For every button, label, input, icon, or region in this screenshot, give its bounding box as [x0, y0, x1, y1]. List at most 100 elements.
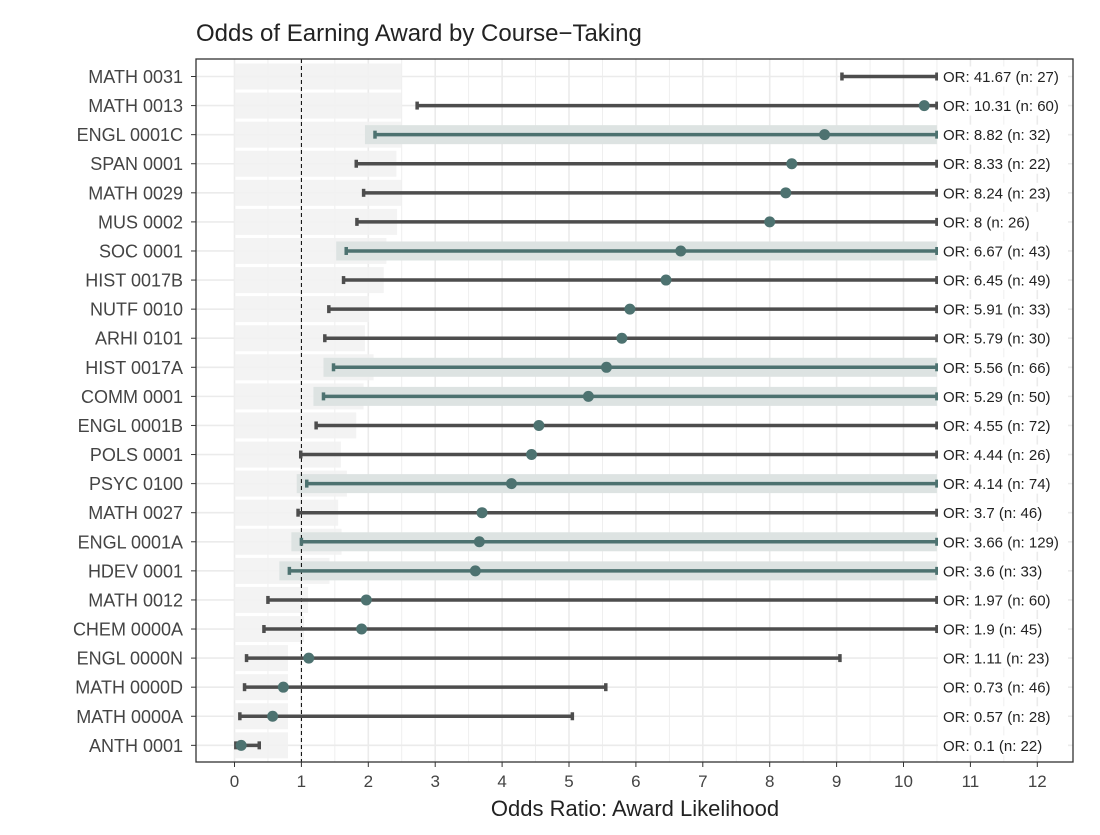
or-label-bg	[938, 328, 1068, 349]
or-point	[505, 478, 517, 490]
course-label: MATH 0013	[88, 96, 183, 116]
or-label: OR: 5.79 (n: 30)	[943, 331, 1051, 348]
or-label-bg	[938, 357, 1068, 378]
or-label-bg	[938, 153, 1068, 174]
x-tick-label: 4	[497, 772, 506, 791]
or-point	[660, 274, 672, 286]
or-point	[780, 187, 792, 199]
or-label-bg	[938, 677, 1068, 698]
or-label: OR: 6.67 (n: 43)	[943, 243, 1051, 260]
or-point	[582, 390, 594, 402]
plot-border	[195, 58, 1074, 763]
or-label-bg	[938, 66, 1068, 87]
or-label: OR: 0.73 (n: 46)	[943, 680, 1051, 697]
or-point	[918, 100, 930, 112]
or-label: OR: 0.57 (n: 28)	[943, 709, 1051, 726]
or-label: OR: 1.11 (n: 23)	[943, 651, 1049, 668]
or-label: OR: 6.45 (n: 49)	[943, 273, 1051, 290]
course-label: ENGL 0001A	[78, 532, 183, 552]
course-label: ANTH 0001	[89, 736, 183, 756]
x-tick-label: 11	[962, 772, 980, 791]
x-tick-label: 1	[297, 772, 306, 791]
or-label-bg	[938, 560, 1068, 581]
or-point	[476, 507, 488, 519]
course-label: POLS 0001	[90, 445, 183, 465]
or-label: OR: 8.33 (n: 22)	[943, 156, 1051, 173]
or-label-bg	[938, 502, 1068, 523]
or-label-bg	[938, 444, 1068, 465]
course-label: MATH 0000A	[76, 707, 183, 727]
or-label: OR: 5.91 (n: 33)	[943, 302, 1051, 319]
x-tick-label: 3	[430, 772, 439, 791]
course-label: ENGL 0000N	[77, 649, 183, 669]
or-point	[469, 565, 481, 577]
or-label: OR: 8.24 (n: 23)	[943, 185, 1051, 202]
course-label: CHEM 0000A	[73, 620, 183, 640]
course-label: MATH 0027	[88, 503, 183, 523]
x-tick-label: 8	[765, 772, 774, 791]
or-label-bg	[938, 648, 1068, 669]
or-label-bg	[938, 735, 1068, 756]
or-label: OR: 3.66 (n: 129)	[943, 534, 1059, 551]
or-label-bg	[938, 270, 1068, 291]
or-label-bg	[938, 182, 1068, 203]
or-label-bg	[938, 95, 1068, 116]
or-label-bg	[938, 386, 1068, 407]
or-point	[303, 652, 315, 664]
x-tick-label: 12	[1028, 772, 1047, 791]
or-label-bg	[938, 124, 1068, 145]
or-point	[819, 129, 831, 141]
course-label: ARHI 0101	[95, 329, 183, 349]
course-label: HIST 0017B	[85, 271, 183, 291]
course-label: SOC 0001	[99, 241, 183, 261]
course-label: MATH 0000D	[75, 678, 183, 698]
row-shade	[234, 63, 402, 90]
or-point	[360, 594, 372, 606]
or-label-bg	[938, 473, 1068, 494]
or-point	[356, 623, 368, 635]
or-point	[764, 216, 776, 228]
or-label-bg	[938, 240, 1068, 261]
or-label: OR: 4.44 (n: 26)	[943, 447, 1051, 464]
or-point	[786, 158, 798, 170]
or-point	[277, 681, 289, 693]
or-label: OR: 0.1 (n: 22)	[943, 738, 1042, 755]
or-label-bg	[938, 299, 1068, 320]
or-label-bg	[938, 415, 1068, 436]
or-label: OR: 3.6 (n: 33)	[943, 563, 1042, 580]
course-label: MATH 0029	[88, 183, 183, 203]
or-point	[533, 419, 545, 431]
x-tick-label: 2	[364, 772, 373, 791]
or-label-bg	[938, 706, 1068, 727]
course-label: COMM 0001	[81, 387, 183, 407]
or-label: OR: 1.9 (n: 45)	[943, 622, 1042, 639]
chart-title: Odds of Earning Award by Course−Taking	[196, 20, 642, 47]
x-tick-label: 5	[564, 772, 573, 791]
or-label: OR: 41.67 (n: 27)	[943, 69, 1059, 86]
x-tick-label: 0	[230, 772, 239, 791]
or-point	[235, 739, 247, 751]
row-shade	[234, 92, 402, 119]
or-label: OR: 8.82 (n: 32)	[943, 127, 1051, 144]
course-label: HDEV 0001	[88, 561, 183, 581]
or-point	[616, 332, 628, 344]
or-point	[267, 710, 279, 722]
x-axis-title: Odds Ratio: Award Likelihood	[491, 796, 779, 821]
or-label: OR: 4.55 (n: 72)	[943, 418, 1051, 435]
x-tick-label: 7	[698, 772, 707, 791]
x-tick-label: 6	[631, 772, 640, 791]
or-label-bg	[938, 619, 1068, 640]
course-label: PSYC 0100	[89, 474, 183, 494]
course-label: MATH 0031	[88, 67, 183, 87]
or-point	[526, 449, 538, 461]
or-label: OR: 5.56 (n: 66)	[943, 360, 1051, 377]
or-label-bg	[938, 531, 1068, 552]
course-label: MATH 0012	[88, 590, 183, 610]
or-label: OR: 10.31 (n: 60)	[943, 98, 1059, 115]
or-label-bg	[938, 589, 1068, 610]
or-label: OR: 3.7 (n: 46)	[943, 505, 1042, 522]
course-label: SPAN 0001	[90, 154, 183, 174]
or-label-bg	[938, 211, 1068, 232]
x-tick-label: 10	[894, 772, 913, 791]
